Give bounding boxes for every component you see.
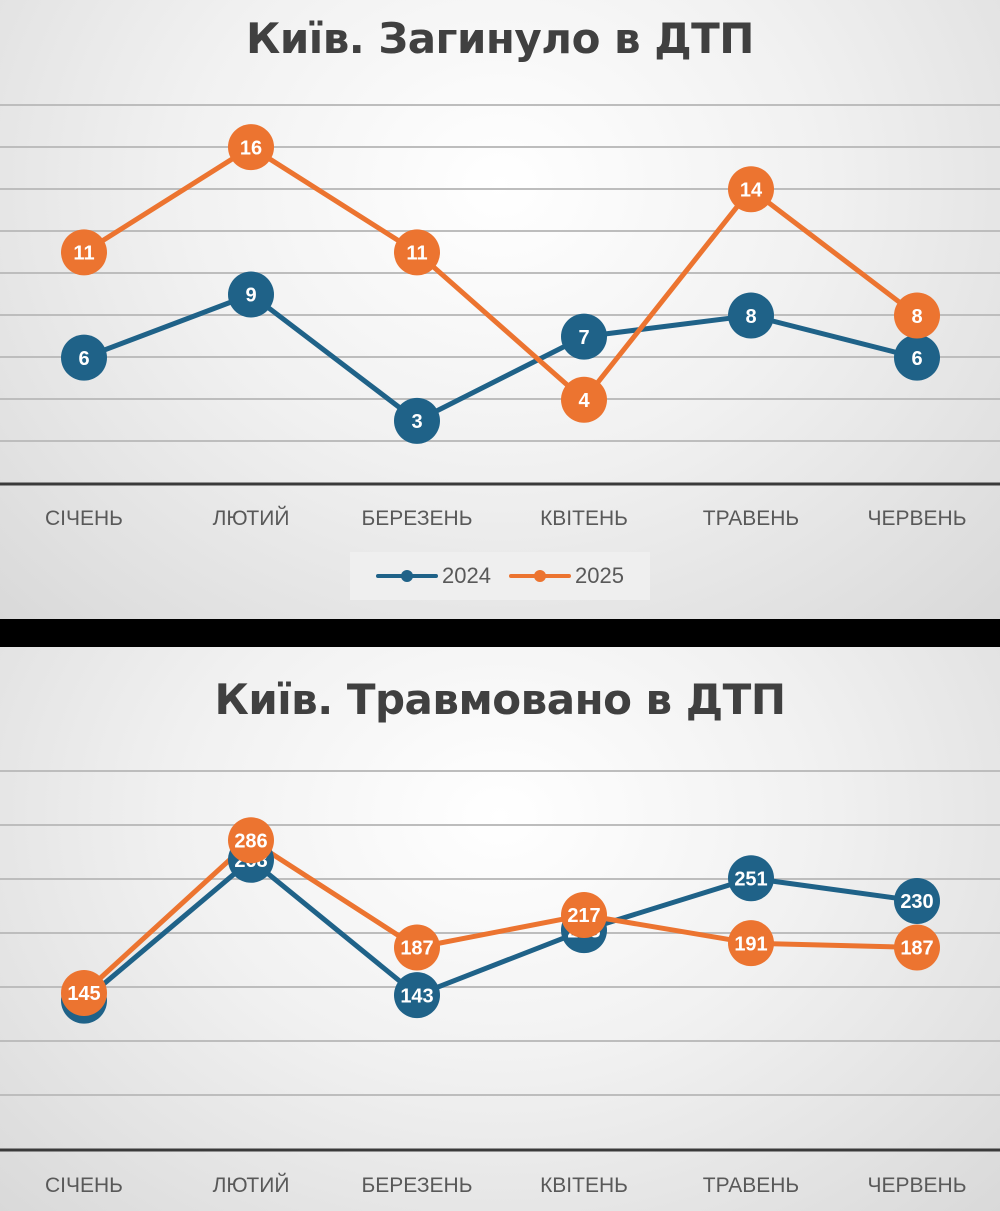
data-point-2025 (728, 166, 774, 213)
legend-label-2025: 2025 (575, 563, 624, 588)
legend-item-2025: 2025 (509, 563, 624, 589)
x-tick-label: ЧЕРВЕНЬ (868, 1174, 967, 1197)
data-point-2024 (894, 877, 940, 924)
data-label-2024: 6 (911, 348, 922, 370)
data-label-2025: 187 (900, 938, 933, 960)
data-label-2025: 286 (234, 831, 267, 853)
data-point-2024 (228, 271, 274, 318)
x-tick-label: БЕРЕЗЕНЬ (362, 1174, 473, 1197)
data-label-2025: 4 (578, 390, 590, 412)
chart-plot-deaths: СІЧЕНЬ ЛЮТИЙ БЕРЕЗЕНЬ КВІТЕНЬ ТРАВЕНЬ ЧЕРВЕНЬ… (0, 104, 1000, 530)
series-line-2024 (82, 857, 918, 1003)
data-point-2024 (728, 292, 774, 339)
data-point-2024 (561, 313, 607, 360)
data-point-2025 (61, 969, 107, 1016)
data-label-2024: 3 (411, 411, 422, 433)
data-point-2025 (394, 229, 440, 276)
data-label-2024: 230 (900, 891, 933, 913)
data-point-2025 (894, 292, 940, 339)
data-label-2024: 143 (400, 985, 433, 1007)
panel-divider (0, 619, 1000, 647)
x-tick-label: СІЧЕНЬ (45, 507, 123, 530)
series-line-2025 (82, 837, 918, 995)
x-tick-label: БЕРЕЗЕНЬ (362, 507, 473, 530)
data-point-2025 (228, 817, 274, 864)
legend-marker-2025 (509, 570, 571, 582)
data-point-2024 (61, 334, 107, 381)
data-label-2024: 9 (245, 285, 256, 307)
data-label-2024: 6 (78, 348, 89, 370)
data-point-2024 (894, 334, 940, 381)
data-point-2025 (61, 229, 107, 276)
x-tick-label: ЛЮТИЙ (213, 1173, 290, 1197)
x-tick-label: ЛЮТИЙ (213, 506, 290, 530)
chart-title-deaths: Київ. Загинуло в ДТП (246, 14, 754, 63)
legend-item-2024: 2024 (376, 563, 491, 589)
x-tick-label: ТРАВЕНЬ (703, 1174, 799, 1197)
data-point-2025 (728, 920, 774, 967)
data-point-2024 (394, 397, 440, 444)
x-tick-label: ТРАВЕНЬ (703, 507, 799, 530)
data-label-2024: 251 (734, 868, 767, 890)
chart-panel-injuries: Київ. Травмовано в ДТП СІЧЕНЬ ЛЮТИЙ БЕРЕЗЕ… (0, 647, 1000, 1211)
series-line-2025 (82, 144, 919, 403)
data-label-2025: 8 (911, 306, 922, 328)
data-label-2025: 191 (734, 933, 767, 955)
x-tick-label: КВІТЕНЬ (540, 1174, 628, 1197)
x-tick-label: ЧЕРВЕНЬ (868, 507, 967, 530)
legend-label-2024: 2024 (442, 563, 491, 588)
chart-title-injuries: Київ. Травмовано в ДТП (214, 675, 786, 724)
data-point-2025 (228, 124, 274, 171)
data-label-2024: 8 (745, 306, 756, 328)
data-label-2025: 145 (67, 983, 100, 1005)
series-line-2024 (83, 292, 918, 424)
data-label-2025: 14 (740, 179, 763, 201)
data-point-2025 (561, 376, 607, 423)
data-label-2025: 11 (406, 243, 427, 265)
legend-marker-2024 (376, 570, 439, 582)
data-label-2025: 16 (240, 137, 262, 159)
data-label-2025: 217 (567, 905, 600, 927)
data-point-2025 (394, 924, 440, 971)
data-label-2025: 11 (73, 243, 94, 265)
data-label-2025: 187 (400, 938, 433, 960)
data-point-2025 (894, 924, 940, 971)
data-point-2025 (561, 892, 607, 939)
data-point-2024 (394, 972, 440, 1019)
data-label-2024: 7 (578, 327, 589, 349)
chart-plot-injuries: СІЧЕНЬ ЛЮТИЙ БЕРЕЗЕНЬ КВІТЕНЬ ТРАВЕНЬ ЧЕРВЕНЬ… (0, 770, 1000, 1197)
x-tick-label: СІЧЕНЬ (45, 1174, 123, 1197)
chart-legend: 2024 2025 (350, 552, 650, 600)
x-tick-label: КВІТЕНЬ (540, 507, 628, 530)
data-point-2024 (728, 855, 774, 902)
chart-panel-deaths: Київ. Загинуло в ДТП СІЧЕНЬ ЛЮТИЙ БЕРЕЗЕНЬ… (0, 0, 1000, 619)
